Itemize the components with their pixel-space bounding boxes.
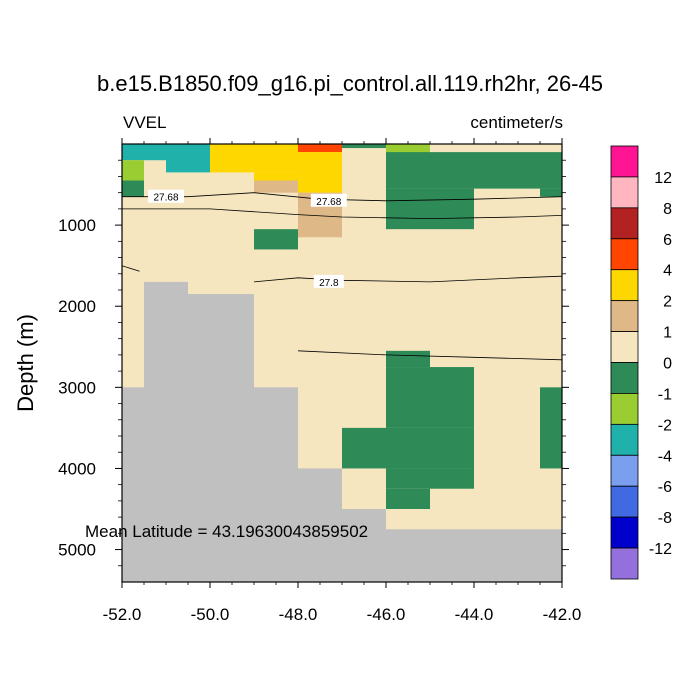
heatmap-cell [386, 367, 474, 428]
colorbar-swatch [610, 331, 639, 363]
chart-title: b.e15.B1850.f09_g16.pi_control.all.119.r… [97, 71, 603, 96]
heatmap-cell [386, 488, 430, 509]
land-cell [254, 387, 298, 582]
y-tick-label: 1000 [58, 216, 96, 235]
colorbar-swatch [610, 393, 639, 425]
colorbar-label: -12 [649, 541, 672, 558]
x-tick-label: -42.0 [543, 605, 582, 624]
land-cell [386, 529, 562, 582]
colorbar-swatch [610, 516, 639, 549]
mean-latitude-annotation: Mean Latitude = 43.19630043859502 [85, 522, 368, 541]
x-tick-label: -52.0 [103, 605, 142, 624]
heatmap-cell [210, 144, 298, 173]
colorbar-label: -2 [658, 417, 672, 434]
heatmap-cell [122, 180, 144, 197]
colorbar-label: 6 [663, 232, 672, 249]
heatmap-cell [122, 160, 144, 181]
heatmap-cell [298, 144, 342, 153]
colorbar-swatch [610, 423, 639, 456]
y-axis-label: Depth (m) [13, 314, 38, 412]
colorbar-swatch [610, 485, 639, 518]
colorbar-label: -8 [658, 510, 672, 527]
heatmap-cell [540, 387, 562, 469]
colorbar-label: 1 [663, 325, 672, 342]
colorbar-swatch [610, 362, 639, 394]
contour-line [253, 275, 563, 283]
x-tick-label: -50.0 [191, 605, 230, 624]
contour-line [297, 350, 563, 361]
colorbar-label: -1 [658, 386, 672, 403]
colorbar-label: 2 [663, 294, 672, 311]
contour-line [121, 265, 140, 272]
contour-label: 27.68 [316, 197, 341, 208]
y-tick-label: 5000 [58, 541, 96, 560]
units-label: centimeter/s [470, 113, 563, 132]
colorbar-label: -6 [658, 479, 672, 496]
colorbar-swatch [610, 269, 639, 302]
contour-label: 27.68 [153, 193, 178, 204]
density-contours: 27.68 27.68 27.8 [121, 189, 563, 361]
land-cell [122, 387, 144, 582]
heatmap-cell [342, 427, 474, 469]
y-tick-label: 2000 [58, 297, 96, 316]
colorbar-swatch [610, 300, 639, 332]
heatmap-cell [166, 144, 210, 173]
colorbar-label: 0 [663, 356, 672, 373]
x-tick-label: -44.0 [455, 605, 494, 624]
colorbar-swatch [610, 547, 639, 580]
y-tick-label: 4000 [58, 459, 96, 478]
colorbar-label: 12 [654, 170, 672, 187]
heatmap-cell [386, 152, 562, 189]
colorbar-label: 8 [663, 201, 672, 218]
contour-line [122, 208, 563, 220]
land-cell [144, 281, 188, 582]
colorbar-label: -4 [658, 448, 672, 465]
variable-label: VVEL [123, 113, 167, 132]
heatmap-cell [122, 144, 166, 161]
heatmap-cell [254, 172, 298, 181]
colorbar-swatch [610, 145, 639, 178]
colorbar-label: 4 [663, 263, 672, 280]
heatmap-cell [298, 152, 342, 193]
heatmap-cell [254, 180, 298, 193]
heatmap-cell [386, 350, 430, 368]
y-tick-label: 3000 [58, 378, 96, 397]
land-mask [122, 281, 562, 582]
heatmap-cell [386, 468, 474, 489]
land-cell [188, 294, 254, 582]
land-cell [298, 468, 342, 582]
contour-label-box [313, 274, 344, 288]
heatmap-cell [386, 188, 474, 230]
heatmap-cell [540, 188, 562, 197]
x-tick-label: -48.0 [279, 605, 318, 624]
heatmap-cell [254, 229, 298, 250]
colorbar-swatch [610, 176, 639, 209]
colorbar-swatch [610, 454, 639, 487]
contour-label-box [148, 189, 184, 203]
colorbar-swatch [610, 207, 639, 240]
axes: -52.0 -50.0 -48.0 -46.0 -44.0 -42.0 1000 2000 30… [58, 138, 581, 624]
contour-label: 27.8 [319, 278, 339, 289]
land-cell [342, 509, 386, 582]
x-tick-label: -46.0 [367, 605, 406, 624]
colorbar: 12 8 6 4 2 1 0 -1 -2 -4 -6 -8 -12 [610, 145, 672, 580]
heatmap-cell [342, 144, 386, 149]
colorbar-swatch [610, 238, 639, 271]
contour-label-box [310, 193, 347, 207]
